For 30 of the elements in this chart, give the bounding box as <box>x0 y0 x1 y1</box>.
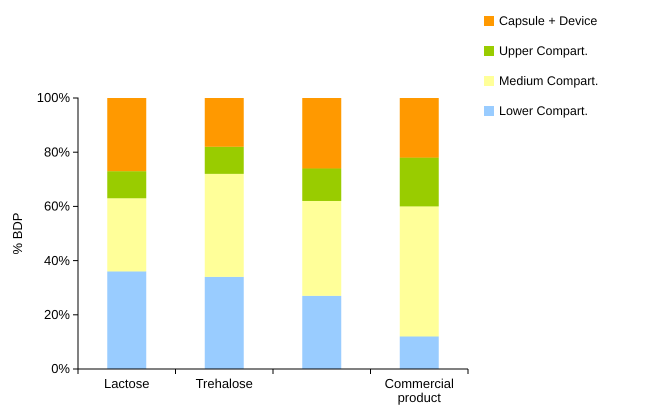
bar <box>302 200 342 296</box>
legend-label: Capsule + Device <box>499 14 598 28</box>
bar <box>400 336 439 369</box>
bar <box>107 171 146 198</box>
bar <box>107 271 146 369</box>
bar <box>204 276 244 369</box>
bar <box>107 198 146 272</box>
bar <box>400 158 439 206</box>
legend-label: Lower Compart. <box>499 104 588 118</box>
bar <box>302 296 342 369</box>
bar <box>204 174 244 277</box>
bar <box>302 168 342 201</box>
y-tick-label: 20% <box>44 306 70 322</box>
y-tick-label: 40% <box>44 252 70 268</box>
bar <box>204 98 244 147</box>
legend-label: Upper Compart. <box>499 44 588 58</box>
bar <box>302 98 342 168</box>
y-axis-title: % BDP <box>10 212 25 254</box>
bar <box>400 206 439 336</box>
y-tick-label: 60% <box>44 198 70 214</box>
bar <box>204 146 244 174</box>
x-tick-label: Trehalose <box>196 376 253 391</box>
bar <box>400 98 439 158</box>
bar <box>107 98 146 172</box>
x-tick-label: Commercial product <box>384 376 454 405</box>
y-tick-label: 0% <box>51 361 70 376</box>
legend-label: Medium Compart. <box>499 74 598 88</box>
x-tick-label: Lactose <box>104 376 150 391</box>
y-tick-label: 100% <box>36 90 70 106</box>
y-tick-label: 80% <box>44 144 70 160</box>
